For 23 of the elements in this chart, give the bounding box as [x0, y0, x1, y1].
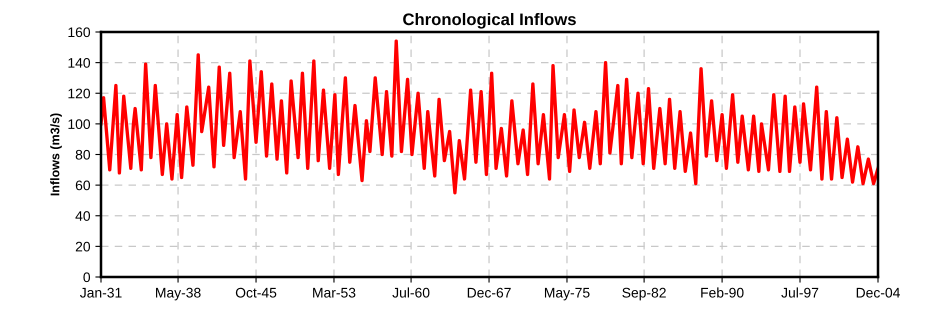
x-tick-label: Dec-04 [856, 288, 900, 298]
x-tick-label: Jul-60 [392, 287, 430, 298]
x-tick-label: Sep-82 [622, 288, 666, 300]
x-tick-label: Jul-97 [781, 287, 818, 298]
y-tick-label: 0 [83, 272, 90, 282]
y-tick-label: 60 [76, 180, 90, 190]
y-tick-label: 40 [75, 211, 90, 221]
x-tick-label: Oct-45 [236, 288, 276, 298]
x-tick-label: Dec-67 [468, 288, 511, 298]
y-tick-label: 20 [76, 242, 90, 252]
y-tick-label: 80 [76, 150, 90, 160]
y-tick-label: 120 [68, 88, 90, 98]
y-axis-title: Inflows (m3/s) [50, 113, 62, 196]
chart-title: Chronological Inflows [403, 12, 576, 29]
y-tick-label: 140 [68, 58, 90, 68]
x-tick-label: May-38 [156, 288, 201, 300]
x-tick-label: Mar-53 [313, 288, 356, 298]
y-tick-label: 160 [68, 27, 90, 38]
x-tick-label: Jan-31 [80, 288, 122, 298]
line-series [101, 40, 878, 194]
x-tick-label: May-75 [544, 288, 590, 300]
x-tick-label: Feb-90 [701, 287, 744, 298]
y-tick-label: 100 [68, 119, 90, 130]
